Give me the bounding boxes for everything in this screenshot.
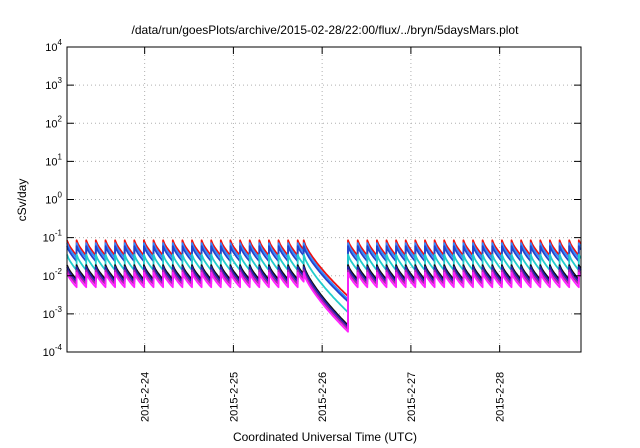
tick-layer xyxy=(67,46,581,353)
y-tick-exponent: 0 xyxy=(58,191,63,200)
y-tick-label: 103 xyxy=(45,76,62,92)
y-tick-label: 10-3 xyxy=(43,305,63,321)
y-tick-exponent: -4 xyxy=(55,343,63,352)
y-tick-exponent: 1 xyxy=(58,152,63,161)
x-tick-labels: 2015-2-24 2015-2-25 2015-2-26 2015-2-27 2015… xyxy=(140,372,507,422)
x-tick-label: 2015-2-25 xyxy=(228,372,240,422)
y-tick-exponent: -2 xyxy=(55,267,63,276)
y-tick-label: 104 xyxy=(45,38,62,54)
y-tick-exponent: 4 xyxy=(58,38,63,47)
chart-title: /data/run/goesPlots/archive/2015-02-28/2… xyxy=(132,23,520,37)
x-axis-label: Coordinated Universal Time (UTC) xyxy=(233,430,417,444)
y-tick-label: 100 xyxy=(45,191,62,207)
x-tick-label: 2015-2-27 xyxy=(406,372,418,422)
x-tick-label: 2015-2-24 xyxy=(140,372,152,422)
y-tick-exponent: -3 xyxy=(55,305,63,314)
series-line xyxy=(66,271,582,333)
y-tick-label: 10-4 xyxy=(43,343,63,359)
y-tick-label: 10-2 xyxy=(43,267,63,283)
x-tick-label: 2015-2-28 xyxy=(495,372,507,422)
y-axis-label: cSv/day xyxy=(15,179,29,222)
y-tick-label: 101 xyxy=(45,152,62,168)
y-tick-exponent: 2 xyxy=(58,114,63,123)
y-tick-label: 10-1 xyxy=(43,229,63,245)
y-tick-label: 102 xyxy=(45,114,62,130)
series-layer xyxy=(66,239,582,333)
x-tick-label: 2015-2-26 xyxy=(317,372,329,422)
y-tick-exponent: 3 xyxy=(58,76,63,85)
y-tick-exponent: -1 xyxy=(55,229,63,238)
